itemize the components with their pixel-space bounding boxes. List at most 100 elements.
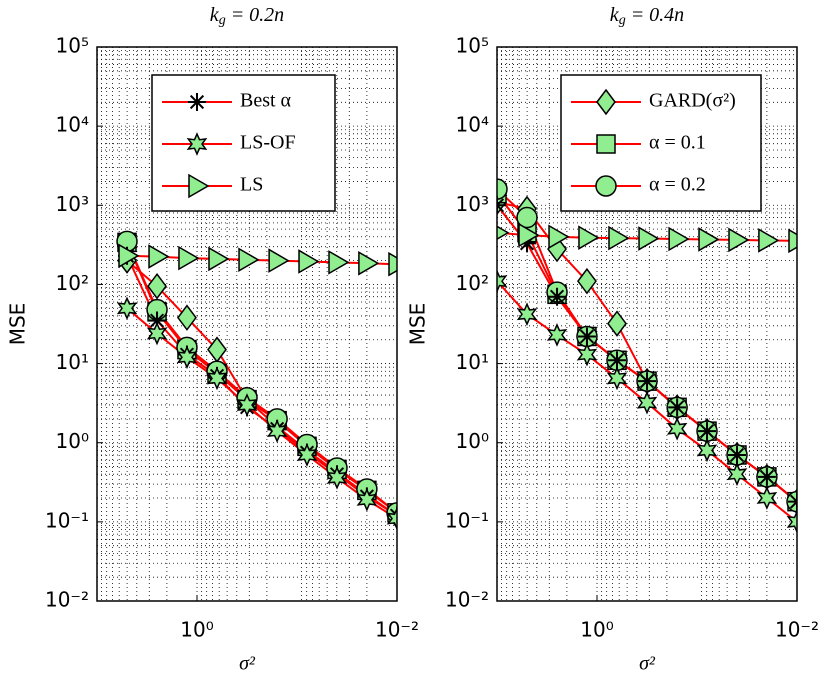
marker (578, 225, 600, 250)
marker (548, 224, 570, 250)
marker (638, 372, 657, 391)
marker (608, 225, 630, 251)
marker (358, 250, 380, 276)
y-tick-label: 10³ (456, 192, 489, 216)
chart-title: kg = 0.2n (210, 4, 284, 29)
marker (548, 287, 567, 306)
title-sub: g (219, 13, 226, 28)
title-base: k (210, 4, 220, 26)
legend-label: GARD(σ²) (649, 90, 736, 112)
marker (595, 175, 617, 197)
legend-label: LS (240, 174, 263, 196)
marker (328, 250, 350, 275)
marker (186, 132, 208, 156)
marker (668, 398, 687, 417)
marker (577, 327, 596, 346)
series-layer (116, 230, 397, 531)
marker (388, 251, 397, 277)
y-tick-label: 10² (56, 271, 89, 295)
y-axis-label: MSE (406, 303, 430, 346)
marker (206, 366, 228, 391)
marker (296, 443, 318, 467)
marker (298, 249, 320, 274)
marker (236, 393, 258, 417)
x-tick-label: 10⁻² (775, 618, 819, 642)
marker (726, 462, 748, 487)
plot-frame (96, 46, 398, 602)
legend-label: Best α (240, 90, 292, 112)
marker (238, 247, 260, 273)
marker (577, 267, 597, 295)
marker (208, 246, 230, 272)
title-rest: = 0.4n (626, 4, 685, 26)
y-tick-label: 10⁻¹ (445, 508, 489, 532)
marker (786, 510, 797, 534)
marker (266, 419, 288, 443)
y-tick-label: 10² (456, 271, 489, 295)
marker (668, 226, 690, 252)
marker (386, 506, 397, 531)
series-line (126, 254, 397, 266)
x-axis-label: σ² (639, 653, 656, 675)
marker (146, 321, 168, 346)
y-axis-label: MSE (6, 303, 30, 346)
marker (596, 134, 616, 154)
marker (497, 269, 508, 294)
marker (177, 304, 197, 331)
marker (356, 487, 378, 512)
marker (638, 226, 660, 251)
y-tick-label: 10⁰ (456, 429, 489, 453)
y-tick-label: 10¹ (56, 350, 89, 374)
x-tick-label: 10⁰ (580, 618, 613, 642)
y-tick-label: 10⁵ (56, 34, 89, 58)
panel: 10⁻² 10⁻¹ 10⁰ 10¹ 10² 10³ 10⁴ 10⁵ 10⁰ 10⁻² kg = 0.… (406, 4, 820, 675)
marker (728, 445, 747, 464)
marker (666, 416, 688, 441)
y-tick-label: 10⁰ (56, 429, 89, 453)
marker (188, 93, 206, 111)
marker (698, 227, 720, 252)
y-tick-label: 10⁴ (56, 113, 89, 137)
title-base: k (610, 4, 620, 26)
marker (596, 88, 616, 116)
marker (118, 243, 140, 269)
y-tick-label: 10⁴ (456, 113, 489, 137)
series-line (126, 259, 397, 517)
marker (758, 228, 780, 253)
marker (518, 234, 537, 253)
marker (636, 390, 658, 415)
series-layer (497, 178, 797, 534)
marker (148, 311, 167, 330)
chart-title: kg = 0.4n (610, 4, 684, 29)
marker (116, 296, 138, 321)
marker (607, 310, 627, 337)
marker (147, 272, 167, 300)
marker (518, 222, 540, 248)
marker (516, 206, 538, 229)
marker (497, 178, 508, 200)
marker (696, 438, 718, 463)
marker (178, 245, 200, 271)
legend-label: LS-OF (240, 132, 296, 154)
marker (516, 302, 538, 327)
y-tick-label: 10⁻² (45, 588, 89, 612)
series-line (126, 242, 397, 514)
marker (788, 228, 797, 254)
legend-label: α = 0.1 (649, 132, 706, 154)
marker (176, 345, 198, 370)
y-tick-label: 10⁵ (456, 34, 489, 58)
title-rest: = 0.2n (226, 4, 285, 26)
y-tick-label: 10¹ (456, 350, 489, 374)
marker (148, 244, 170, 269)
marker (728, 227, 750, 253)
marker (576, 342, 598, 367)
marker (188, 173, 210, 199)
series-line (126, 307, 397, 520)
marker (756, 486, 778, 510)
panel: 10⁻² 10⁻¹ 10⁰ 10¹ 10² 10³ 10⁴ 10⁵ 10⁰ 10⁻² kg = 0.… (6, 4, 420, 675)
x-tick-label: 10⁻² (375, 618, 419, 642)
title-sub: g (619, 13, 626, 28)
marker (326, 465, 348, 490)
marker (497, 225, 510, 240)
